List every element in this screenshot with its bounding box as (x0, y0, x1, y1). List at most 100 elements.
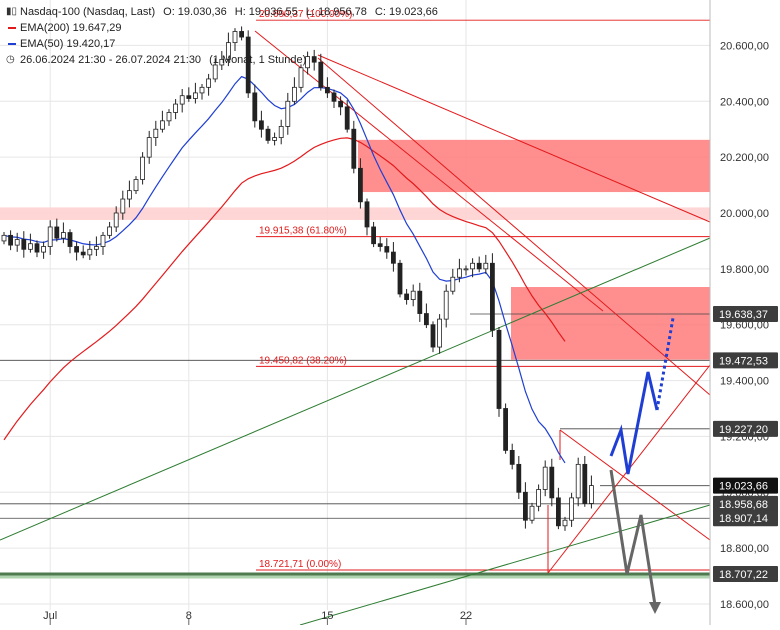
y-tick-label: 19.400,00 (720, 376, 769, 388)
legend-low: L: 18.956,78 (305, 6, 367, 18)
candle-body (357, 167, 363, 203)
candle-body (54, 226, 60, 239)
candle-body (489, 262, 495, 331)
candle-body (569, 497, 574, 521)
candle-body (371, 226, 377, 245)
legend-row-symbol: ▮▯ Nasdaq-100 (Nasdaq, Last) O: 19.030,3… (6, 4, 438, 20)
ema50-line (3, 75, 566, 464)
candle-body (186, 95, 192, 99)
candle-body (100, 234, 106, 247)
candle-body (456, 268, 462, 278)
legend-high: H: 19.036,55 (234, 6, 298, 18)
projection-paths (609, 317, 675, 614)
price-label-box (713, 510, 778, 527)
ema50-swatch (8, 43, 16, 45)
candle-body (324, 86, 330, 94)
candle-body (113, 212, 119, 228)
candle-body (311, 56, 317, 63)
resistance-zone (0, 207, 710, 220)
candle-body (219, 58, 225, 66)
candle-body (265, 128, 271, 141)
candle-body (364, 201, 370, 228)
legend-symbol: Nasdaq-100 (Nasdaq, Last) (20, 6, 156, 18)
candle-body (450, 276, 456, 292)
candle-body (120, 198, 126, 214)
candle-body (166, 112, 172, 122)
bullish-projection-dotted (655, 317, 675, 411)
price-label-box (713, 477, 778, 494)
candle-body (417, 290, 423, 314)
fibonacci-label: 19.450,82 (38.20%) (259, 355, 347, 366)
candle-body (351, 128, 357, 169)
trendline (317, 57, 711, 396)
candle-body (575, 463, 581, 499)
candle-body (390, 251, 396, 264)
y-tick-label: 19.800,00 (720, 264, 769, 276)
candle-body (285, 100, 291, 127)
candle-body (225, 42, 231, 60)
legend-range: 26.06.2024 21:30 - 26.07.2024 21:30 (20, 54, 202, 66)
candle-body (179, 95, 185, 105)
trendline (254, 30, 604, 312)
x-tick-label: 22 (460, 610, 472, 622)
candle-body (338, 100, 344, 108)
price-label-box (713, 305, 778, 322)
x-axis: Jul 8 15 22 (43, 610, 472, 625)
legend-row-range: ◷ 26.06.2024 21:30 - 26.07.2024 21:30 (1… (6, 52, 438, 68)
trendlines (0, 30, 711, 626)
candle-body (107, 226, 112, 236)
y-tick-label: 20.000,00 (720, 208, 769, 220)
candle-body (232, 31, 238, 44)
price-label: 18.958,68 (719, 499, 768, 511)
ema200-line (3, 137, 566, 441)
candle-body (582, 463, 588, 504)
x-tick-label: 15 (321, 610, 333, 622)
candle-body (503, 408, 509, 451)
candle-body (384, 246, 390, 253)
candle-body (331, 92, 337, 102)
candle-body (463, 268, 469, 271)
resistance-zones (0, 139, 710, 360)
candle-body (1, 234, 7, 242)
resistance-zone (511, 287, 710, 360)
candle-body (483, 262, 489, 270)
price-label-box (713, 420, 778, 437)
bearish-arrowhead (649, 602, 661, 614)
chart-legend: ▮▯ Nasdaq-100 (Nasdaq, Last) O: 19.030,3… (6, 4, 438, 68)
candle-body (252, 92, 258, 122)
legend-ema200: EMA(200) 19.647,29 (20, 22, 122, 34)
candle-body (159, 120, 165, 130)
candle-body (192, 92, 198, 99)
candles (1, 26, 594, 531)
candle-body (245, 36, 251, 94)
clock-icon: ◷ (6, 54, 15, 65)
candle-body (344, 106, 350, 130)
candle-body (470, 262, 476, 270)
candle-body (272, 137, 278, 141)
candle-body (27, 243, 33, 250)
y-tick-label: 20.400,00 (720, 96, 769, 108)
candle-body (523, 491, 528, 521)
legend-open: O: 19.030,36 (163, 6, 227, 18)
candle-body (41, 246, 46, 253)
price-label-box (713, 352, 778, 369)
candle-body (589, 485, 594, 504)
candle-body (556, 497, 561, 527)
candle-body (173, 103, 179, 113)
candle-body (318, 61, 324, 88)
price-label: 19.023,66 (719, 481, 768, 493)
candle-body (404, 293, 410, 300)
candle-body (496, 329, 502, 409)
candle-body (94, 246, 99, 250)
trendline (559, 429, 711, 541)
candle-body (437, 318, 443, 348)
ema-lines (3, 75, 566, 464)
candle-body (21, 239, 27, 250)
price-label-box (713, 495, 778, 512)
candle-body (529, 505, 535, 521)
candle-body (476, 262, 482, 270)
legend-row-ema200: EMA(200) 19.647,29 (6, 20, 438, 36)
candle-body (8, 234, 14, 246)
